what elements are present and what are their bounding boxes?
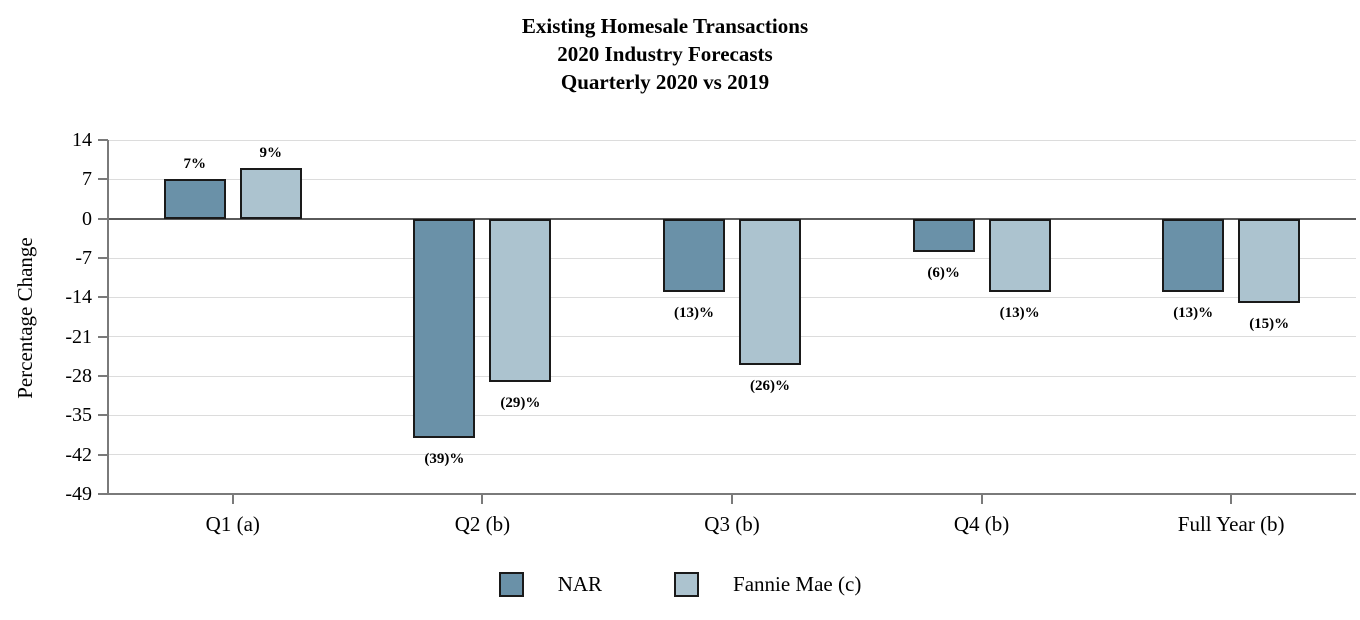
gridline [108, 454, 1356, 456]
bar-value-label: (26)% [750, 377, 790, 394]
bar-fannie-mae-c [739, 218, 801, 365]
legend-item: NAR [498, 572, 603, 597]
x-category-label: Q1 (a) [205, 512, 260, 536]
bar-nar [1162, 218, 1225, 292]
bar-fannie-mae-c [239, 168, 302, 219]
y-tick-label: -49 [65, 483, 92, 505]
y-tick-label: 7 [82, 168, 92, 191]
y-tick [98, 139, 108, 141]
bar-fannie-mae-c [988, 218, 1051, 292]
chart-title: Existing Homesale Transactions 2020 Indu… [0, 12, 1330, 96]
gridline [108, 296, 1356, 298]
chart-title-line-3: Quarterly 2020 vs 2019 [560, 70, 770, 94]
y-tick-label: -28 [65, 365, 92, 387]
bar-value-label: (15)% [1249, 315, 1290, 332]
bar-fannie-mae-c [1238, 218, 1301, 303]
gridline [108, 414, 1356, 416]
y-axis-line [107, 140, 109, 495]
gridline [108, 178, 1356, 180]
legend-swatch-icon [674, 572, 700, 597]
y-tick-label: -7 [75, 247, 92, 269]
y-tick [98, 375, 108, 377]
x-tick [980, 494, 983, 504]
y-tick [98, 453, 108, 456]
y-tick-label: -21 [65, 325, 92, 348]
bar-nar [663, 218, 725, 292]
y-tick [98, 335, 108, 338]
gridline [108, 257, 1356, 259]
bar-value-label: (13)% [1173, 304, 1214, 321]
y-tick-label: 14 [72, 129, 92, 151]
gridline [108, 336, 1356, 338]
x-tick [731, 494, 733, 504]
bar-nar [163, 179, 226, 219]
x-category-label: Q4 (b) [953, 512, 1010, 536]
gridline [108, 139, 1356, 141]
x-tick [481, 494, 484, 504]
y-tick [98, 217, 108, 220]
legend: NAR Fannie Mae (c) [0, 572, 1360, 597]
bar-nar [413, 218, 476, 438]
zero-line [108, 217, 1356, 220]
bar-value-label: (6)% [927, 265, 960, 282]
bar-value-label: (13)% [674, 304, 714, 321]
y-tick-label: -14 [65, 286, 92, 309]
x-category-label: Q2 (b) [454, 512, 511, 536]
x-category-label: Q3 (b) [704, 512, 760, 536]
y-tick [98, 178, 108, 181]
chart-title-line-2: 2020 Industry Forecasts [557, 42, 773, 66]
x-tick [1230, 494, 1233, 504]
bar-nar [912, 218, 975, 253]
chart-title-line-1: Existing Homesale Transactions [521, 14, 809, 38]
legend-swatch-icon [498, 572, 524, 597]
x-category-label: Full Year (b) [1177, 512, 1285, 536]
bar-value-label: (13)% [999, 304, 1040, 321]
y-tick-label: 0 [82, 207, 92, 230]
gridline [108, 375, 1356, 377]
y-tick-label: -42 [65, 443, 92, 466]
y-tick [98, 493, 108, 495]
legend-item: Fannie Mae (c) [674, 572, 861, 597]
y-tick [98, 296, 108, 299]
bar-value-label: (39)% [424, 450, 465, 467]
bar-fannie-mae-c [489, 218, 552, 382]
legend-label: Fannie Mae (c) [733, 572, 862, 596]
y-tick [98, 414, 108, 417]
bar-value-label: (29)% [500, 394, 541, 411]
legend-label: NAR [557, 572, 603, 596]
y-tick-label: -35 [65, 404, 92, 427]
x-tick [231, 494, 234, 504]
y-tick [98, 257, 108, 259]
bar-value-label: 9% [259, 145, 283, 162]
bar-value-label: 7% [183, 156, 207, 173]
